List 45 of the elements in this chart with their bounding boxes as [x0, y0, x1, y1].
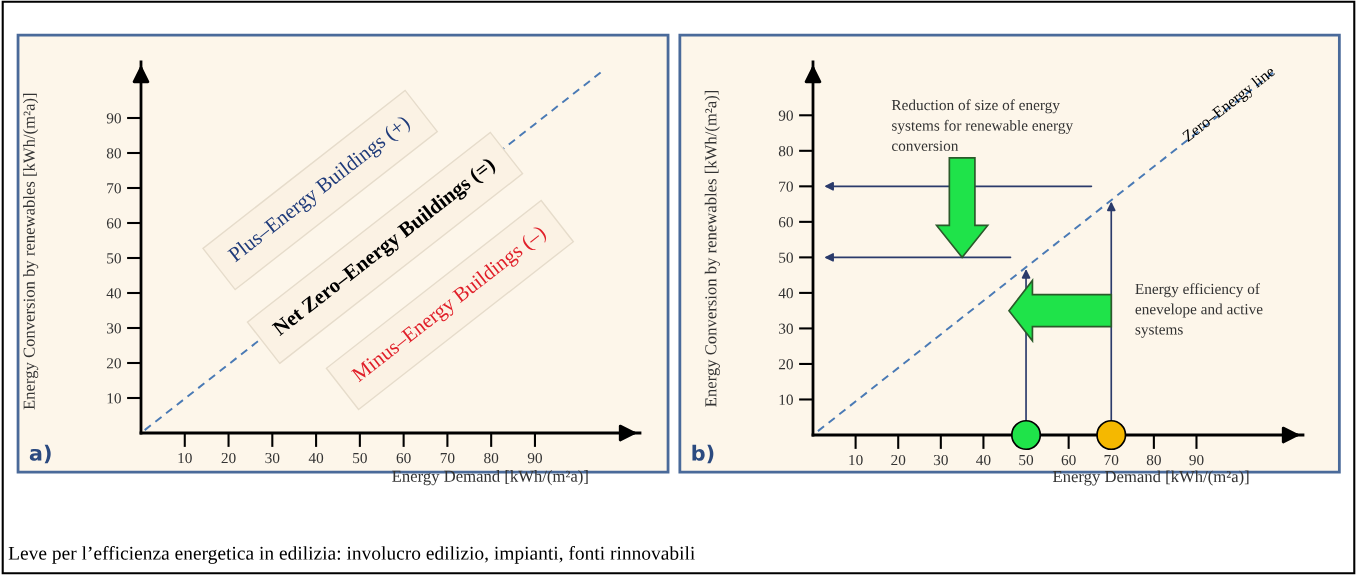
x-tick-label: 30 — [933, 454, 948, 466]
x-axis-title: Energy Demand [kWh/(m²a)] — [1052, 470, 1249, 486]
y-tick-label: 70 — [107, 183, 121, 194]
x-tick-label: 40 — [308, 452, 324, 464]
text: a) — [29, 444, 51, 464]
y-tick-label: 90 — [778, 110, 793, 121]
y-tick-label: 40 — [778, 288, 793, 299]
y-tick-label: 60 — [778, 217, 793, 228]
x-tick-label: 20 — [221, 452, 236, 464]
y-tick-label: 10 — [779, 394, 793, 405]
y-tick-label: 40 — [106, 288, 121, 299]
annotation: Energy efficiency of enevelope and active systems — [1135, 283, 1263, 338]
x-tick-label: 10 — [178, 452, 192, 464]
x-tick-label: 40 — [976, 454, 991, 466]
x-tick-label: 80 — [484, 452, 499, 464]
y-tick-label: 90 — [106, 113, 121, 124]
x-tick-label: 80 — [1146, 454, 1161, 466]
y-tick-label: 80 — [106, 148, 121, 159]
x-tick-label: 30 — [265, 452, 280, 464]
y-tick-label: 60 — [106, 218, 121, 229]
y-tick-label: 50 — [107, 253, 121, 264]
x-tick-label: 90 — [527, 452, 542, 464]
y-axis-title: Energy Conversion by renewables [kWh/(m²a)] — [23, 93, 39, 410]
x-tick-label: 20 — [891, 454, 906, 466]
y-tick-label: 20 — [778, 359, 793, 370]
text: Leve per l’efficienza energetica in edilizia: involucro edilizio, impianti, fonti rinnovabili — [8, 545, 695, 564]
x-tick-label: 10 — [849, 454, 863, 466]
x-tick-label: 50 — [353, 452, 367, 464]
annotation: Reduction of size of energy systems for renewable energy conversion — [891, 99, 1074, 151]
y-axis-title: Energy Conversion by renewables [kWh/(m²a)] — [704, 90, 720, 407]
x-tick-label: 70 — [440, 452, 455, 464]
y-tick-label: 80 — [778, 145, 793, 157]
y-tick-label: 30 — [779, 323, 793, 334]
x-tick-label: 50 — [1019, 454, 1034, 466]
y-tick-label: 50 — [779, 252, 793, 263]
y-tick-label: 10 — [107, 393, 121, 404]
x-tick-label: 90 — [1189, 454, 1204, 466]
x-axis-title: Energy Demand [kWh/(m²a)] — [392, 470, 588, 486]
x-tick-label: 60 — [396, 452, 411, 464]
y-tick-label: 30 — [107, 323, 121, 334]
x-tick-label: 60 — [1061, 454, 1076, 466]
x-tick-label: 70 — [1104, 454, 1119, 466]
y-tick-label: 20 — [106, 358, 121, 369]
y-tick-label: 70 — [779, 181, 793, 192]
text: b) — [692, 444, 714, 464]
